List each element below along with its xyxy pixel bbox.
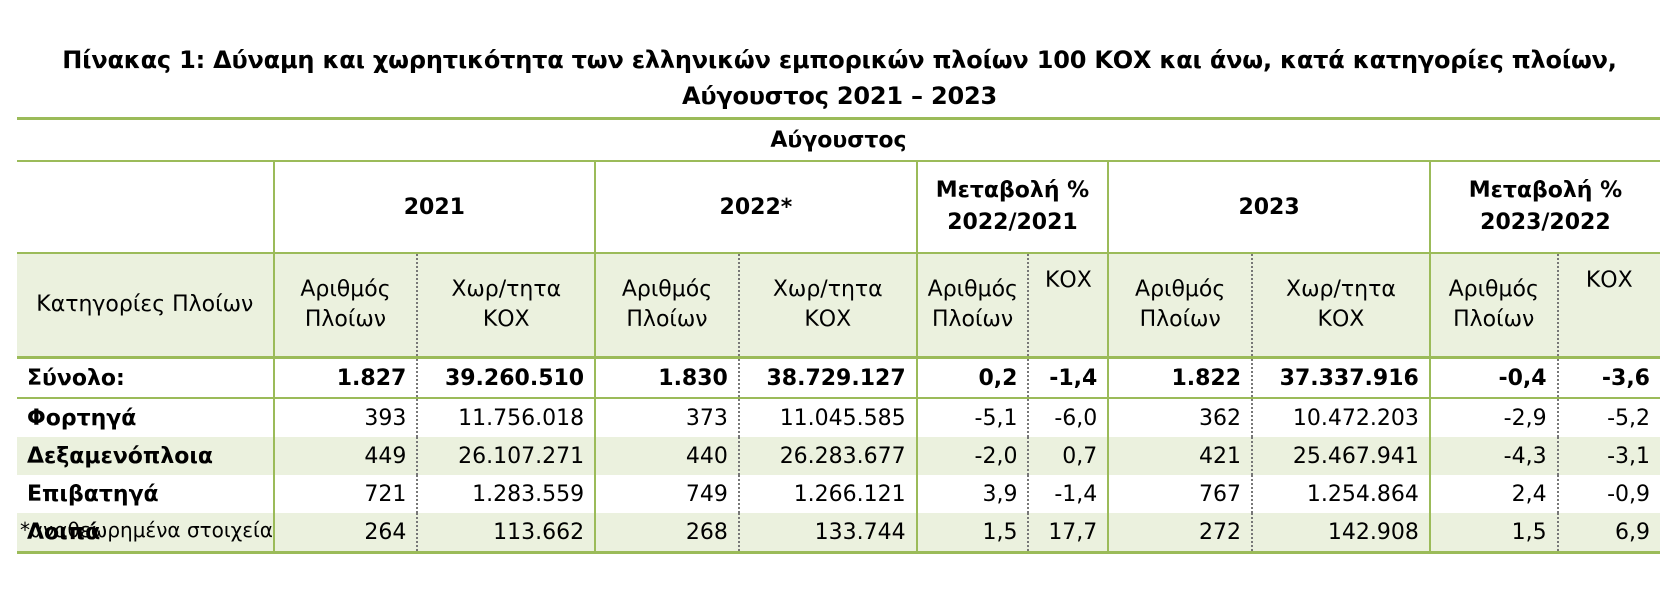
cell-count-2023: 272	[1107, 513, 1253, 554]
cell-change-kox-2022: -1,4	[1027, 475, 1109, 513]
cell-change-kox-2023: -0,9	[1556, 475, 1660, 513]
row-label: Επιβατηγά	[27, 481, 159, 507]
cell-count-2021: 449	[272, 437, 418, 475]
cell-capacity-2021: 113.662	[416, 513, 596, 554]
footnote: *αναθεωρημένα στοιχεία	[20, 518, 273, 542]
cell-change-kox-2022: 0,7	[1027, 437, 1109, 475]
year-2022-header: 2022*	[594, 161, 917, 254]
count-2022-header: Αριθμός Πλοίων	[594, 253, 739, 358]
row-label: Λοιπά	[17, 513, 274, 554]
row-label: Δεξαμενόπλοια	[17, 437, 274, 475]
year-2023-header: 2023	[1107, 161, 1430, 254]
table-title: Πίνακας 1: Δύναμη και χωρητικότητα των ε…	[0, 42, 1679, 114]
row-label: Σύνολο:	[17, 356, 274, 399]
title-line-1: Πίνακας 1: Δύναμη και χωρητικότητα των ε…	[62, 46, 1617, 74]
title-line-2: Αύγουστος 2021 – 2023	[681, 82, 997, 110]
table-row-total: Σύνολο: 1.827 39.260.510 1.830 38.729.12…	[17, 356, 1660, 399]
cell-change-count-2023: 2,4	[1428, 475, 1558, 513]
count-2023-header: Αριθμός Πλοίων	[1107, 253, 1253, 358]
cell-capacity-2023: 37.337.916	[1251, 356, 1430, 399]
table-row: Λοιπά 264 113.662 268 133.744 1,5 17,7 2…	[17, 513, 1660, 554]
capacity-2022-header: Χωρ/τητα ΚΟΧ	[737, 253, 917, 358]
cell-count-2021: 264	[272, 513, 418, 554]
cell-change-count-2022: -2,0	[915, 437, 1029, 475]
cell-count-2023: 362	[1107, 398, 1253, 437]
cell-capacity-2023: 142.908	[1251, 513, 1430, 554]
cell-count-2023: 1.822	[1107, 356, 1253, 399]
subheader-row: Κατηγορίες Πλοίων Αριθμός Πλοίων Χωρ/τητ…	[17, 253, 1660, 358]
cell-count-2022: 749	[594, 475, 739, 513]
capacity-2023-header: Χωρ/τητα ΚΟΧ	[1251, 253, 1430, 358]
cell-count-2023: 421	[1107, 437, 1253, 475]
cell-count-2021: 1.827	[272, 356, 418, 399]
capacity-2021-header: Χωρ/τητα ΚΟΧ	[416, 253, 596, 358]
table-row: Επιβατηγά 721 1.283.559 749 1.266.121 3,…	[17, 475, 1660, 513]
cell-count-2022: 373	[594, 398, 739, 437]
cell-change-kox-2023: -3,1	[1556, 437, 1660, 475]
ships-table: Αύγουστος 2021 2022* Μεταβολή % 2022/202…	[17, 117, 1660, 554]
cell-capacity-2022: 133.744	[737, 513, 917, 554]
cell-count-2022: 1.830	[594, 356, 739, 399]
cell-change-count-2023: -2,9	[1428, 398, 1558, 437]
cell-count-2022: 268	[594, 513, 739, 554]
cell-change-kox-2022: 17,7	[1027, 513, 1109, 554]
cell-capacity-2023: 10.472.203	[1251, 398, 1430, 437]
table-row: Φορτηγά 393 11.756.018 373 11.045.585 -5…	[17, 398, 1660, 437]
cell-capacity-2021: 1.283.559	[416, 475, 596, 513]
month-header: Αύγουστος	[17, 117, 1660, 162]
change-2023-header: Μεταβολή % 2023/2022	[1428, 161, 1660, 254]
cell-capacity-2021: 11.756.018	[416, 398, 596, 437]
cell-count-2022: 440	[594, 437, 739, 475]
cell-change-kox-2023: 6,9	[1556, 513, 1660, 554]
change-count-2023-header: Αριθμός Πλοίων	[1428, 253, 1558, 358]
month-header-row: Αύγουστος	[17, 117, 1660, 162]
cell-change-count-2023: -4,3	[1428, 437, 1558, 475]
change-kox-2023-header: ΚΟΧ	[1556, 253, 1660, 358]
table-row: Δεξαμενόπλοια 449 26.107.271 440 26.283.…	[17, 437, 1660, 475]
row-label: Φορτηγά	[27, 405, 137, 431]
cell-change-count-2023: 1,5	[1428, 513, 1558, 554]
cell-count-2023: 767	[1107, 475, 1253, 513]
cell-change-count-2022: -5,1	[915, 398, 1029, 437]
change-2022-header: Μεταβολή % 2022/2021	[915, 161, 1109, 254]
change-count-2022-header: Αριθμός Πλοίων	[915, 253, 1029, 358]
cell-change-count-2022: 0,2	[915, 356, 1029, 399]
cell-count-2021: 393	[272, 398, 418, 437]
cell-change-kox-2023: -3,6	[1556, 356, 1660, 399]
cell-change-count-2022: 1,5	[915, 513, 1029, 554]
change-kox-2022-header: ΚΟΧ	[1027, 253, 1109, 358]
cell-capacity-2022: 11.045.585	[737, 398, 917, 437]
year-header-empty	[17, 161, 274, 254]
cell-capacity-2022: 38.729.127	[737, 356, 917, 399]
cell-capacity-2021: 26.107.271	[416, 437, 596, 475]
cell-count-2021: 721	[272, 475, 418, 513]
cell-change-kox-2022: -1,4	[1027, 356, 1109, 399]
cell-capacity-2021: 39.260.510	[416, 356, 596, 399]
year-2021-header: 2021	[272, 161, 596, 254]
cell-capacity-2022: 1.266.121	[737, 475, 917, 513]
cell-capacity-2023: 1.254.864	[1251, 475, 1430, 513]
category-header: Κατηγορίες Πλοίων	[17, 253, 274, 358]
cell-change-kox-2022: -6,0	[1027, 398, 1109, 437]
cell-change-kox-2023: -5,2	[1556, 398, 1660, 437]
cell-capacity-2022: 26.283.677	[737, 437, 917, 475]
cell-change-count-2023: -0,4	[1428, 356, 1558, 399]
year-header-row: 2021 2022* Μεταβολή % 2022/2021 2023 Μετ…	[17, 161, 1660, 254]
cell-change-count-2022: 3,9	[915, 475, 1029, 513]
cell-capacity-2023: 25.467.941	[1251, 437, 1430, 475]
count-2021-header: Αριθμός Πλοίων	[272, 253, 418, 358]
